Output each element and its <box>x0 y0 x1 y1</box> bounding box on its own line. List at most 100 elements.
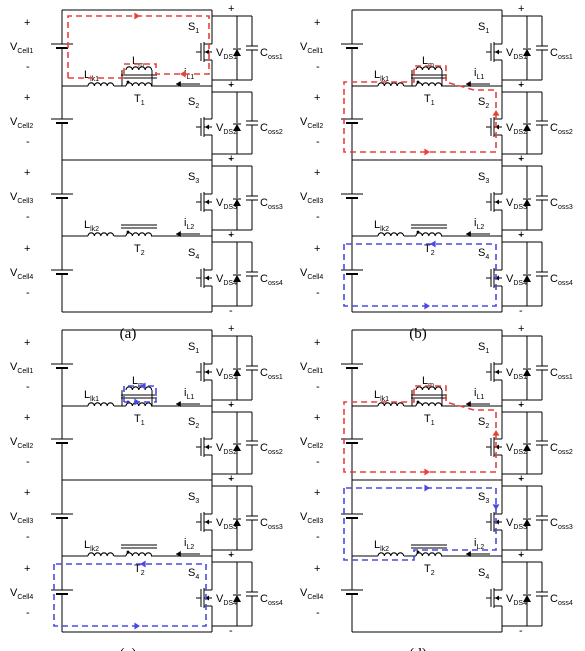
battery-cell3 <box>341 193 363 199</box>
coss-label-4: Coss4 <box>550 273 573 287</box>
cell-minus-2: - <box>316 136 320 148</box>
transformer-label-2-main: T <box>424 563 431 575</box>
coss-label-3-main: C <box>550 197 558 209</box>
coss-cap-1 <box>246 16 258 80</box>
current-label-2-sub: L2 <box>476 224 484 231</box>
transformer-winding-2 <box>415 232 443 237</box>
current-label-2: iL2 <box>184 217 194 231</box>
vds-label-3: VDS3 <box>506 517 527 531</box>
cell-plus-1: + <box>314 17 320 29</box>
diode-lead-top <box>502 335 528 368</box>
current-arrow-head <box>176 81 181 87</box>
llk-label-1-sub: lk1 <box>380 76 389 83</box>
coss-cap-2 <box>246 92 258 154</box>
vds-label-4-sub: DS4 <box>223 280 237 287</box>
mosfet-s4 <box>196 556 213 632</box>
llk-label-2-main: L <box>84 219 90 231</box>
llk-label-2-sub: lk2 <box>90 226 99 233</box>
cell-label-2-main: V <box>300 436 308 448</box>
lm-label-sub: m <box>138 62 144 69</box>
current-label-2: iL2 <box>474 537 484 551</box>
mosfet-s4 <box>486 236 503 312</box>
coss-cap-1 <box>536 16 548 80</box>
transformer-label-2-main: T <box>134 563 141 575</box>
cell-label-2: VCell2 <box>300 436 323 450</box>
current-label-2: iL2 <box>184 537 194 551</box>
panel-caption-a: (a) <box>120 326 137 342</box>
current-path-line <box>343 487 497 561</box>
cell-minus-2: - <box>26 456 30 468</box>
cell-label-1-sub: Cell1 <box>307 368 323 375</box>
vds-label-2: VDS2 <box>216 442 237 456</box>
battery-cell4 <box>51 269 73 275</box>
diode-d2 <box>233 123 241 131</box>
switch-label-s3-sub: 3 <box>485 498 489 505</box>
transformer-label-2: T2 <box>424 563 435 577</box>
cell-label-1-main: V <box>10 361 18 373</box>
diode-d2 <box>523 123 531 131</box>
vds-label-3-main: V <box>506 197 514 209</box>
current-path-line <box>123 385 157 403</box>
coss-label-3-sub: oss3 <box>558 524 573 531</box>
transformer-label-2-main: T <box>424 243 431 255</box>
switch-label-s1-main: S <box>478 21 485 33</box>
current-label-1-main: i <box>184 387 186 399</box>
current-label-1: iL1 <box>474 387 484 401</box>
coss-label-3-sub: oss3 <box>268 204 283 211</box>
diode-d2 <box>233 443 241 451</box>
diode-d4 <box>523 274 531 282</box>
transformer-label-1: T1 <box>134 413 145 427</box>
switch-label-s2: S2 <box>188 96 199 110</box>
vds-minus-1: - <box>519 399 523 411</box>
vds-label-3-main: V <box>216 517 224 529</box>
current-path-red-top <box>67 12 210 79</box>
cell-label-4: VCell4 <box>10 267 33 281</box>
polarity-dot <box>126 230 130 234</box>
vds-minus-3: - <box>229 549 233 561</box>
leakage-inductor-1 <box>87 402 115 407</box>
coss-label-4-main: C <box>550 593 558 605</box>
diode-lead-top <box>212 335 238 368</box>
coss-label-1: Coss1 <box>260 367 283 381</box>
coss-cap-3 <box>246 486 258 550</box>
mosfet-s4 <box>196 236 213 312</box>
magnetizing-inductor <box>415 66 443 71</box>
body-arrow <box>495 444 499 450</box>
vds-plus-4: + <box>518 229 524 241</box>
coss-label-4: Coss4 <box>550 593 573 607</box>
mosfet-s3 <box>196 480 213 556</box>
polarity-dot <box>126 80 130 84</box>
diode-triangle <box>233 124 241 131</box>
coss-label-2: Coss2 <box>260 442 283 456</box>
vds-label-4-main: V <box>216 273 224 285</box>
vds-label-4: VDS4 <box>216 593 237 607</box>
vds-minus-4: - <box>229 625 233 637</box>
battery-cell4 <box>341 269 363 275</box>
diode-triangle <box>523 275 531 282</box>
current-path-line <box>343 385 497 473</box>
coss-label-3: Coss3 <box>550 517 573 531</box>
current-path-arrow <box>140 382 146 390</box>
coss-label-4-sub: oss4 <box>268 280 283 287</box>
cell-plus-2: + <box>314 412 320 424</box>
current-path-line <box>67 15 210 79</box>
vds-minus-3: - <box>519 229 523 241</box>
current-path-line <box>343 243 497 307</box>
coss-cap-2 <box>536 412 548 474</box>
current-label-2-sub: L2 <box>186 544 194 551</box>
vds-label-3-sub: DS3 <box>223 524 237 531</box>
llk-label-2: Llk2 <box>374 219 389 233</box>
llk-label-2: Llk2 <box>84 219 99 233</box>
current-path-blue-t1 <box>123 382 157 406</box>
llk-label-2-sub: lk2 <box>380 226 389 233</box>
cell-label-1-main: V <box>300 41 308 53</box>
diode-lead-top <box>212 411 238 443</box>
transformer-label-2-sub: 2 <box>141 250 145 257</box>
diode-triangle <box>233 275 241 282</box>
coss-label-1-sub: oss1 <box>268 54 283 61</box>
vds-label-3-sub: DS3 <box>513 524 527 531</box>
